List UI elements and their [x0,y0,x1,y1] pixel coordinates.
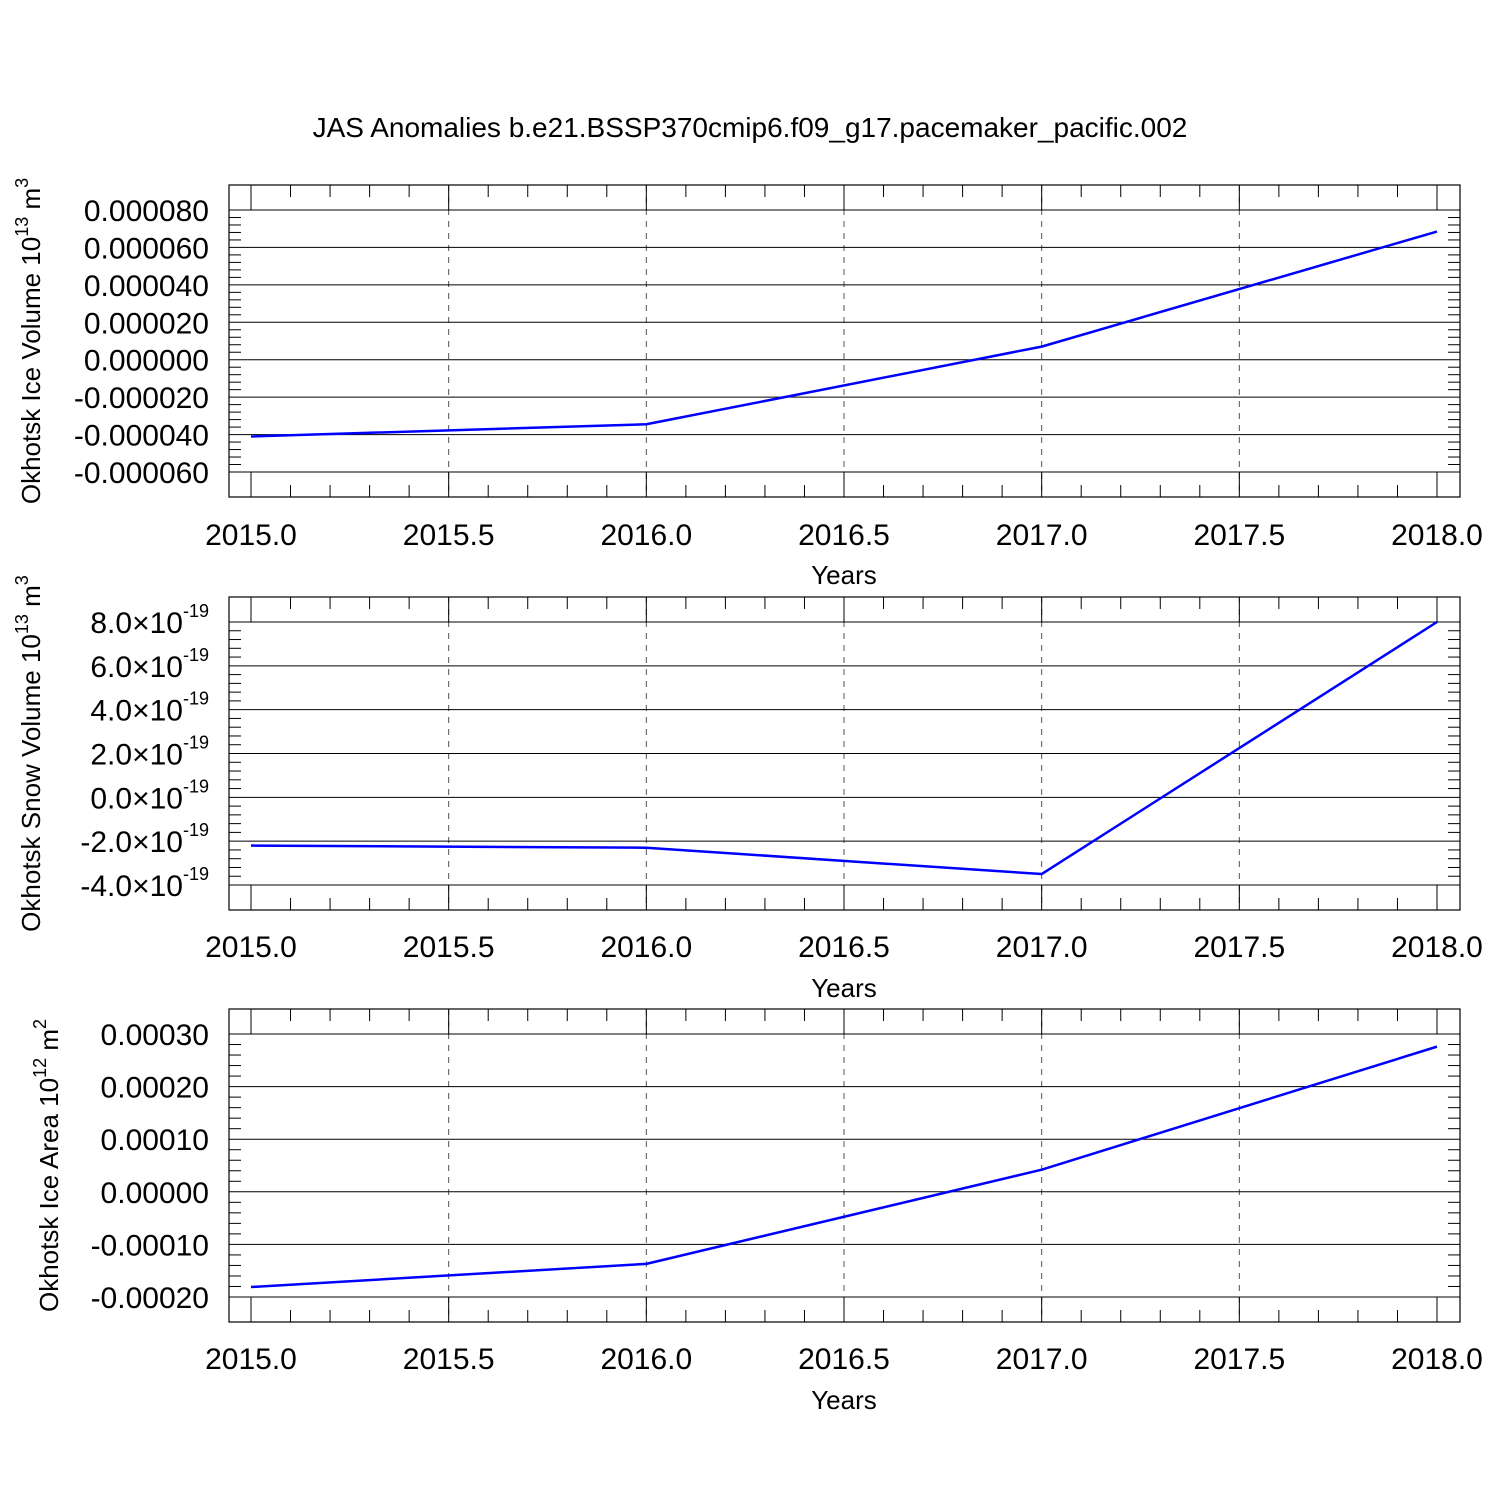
x-tick-label: 2017.5 [1193,931,1285,964]
y-tick-label: -0.000020 [74,382,209,415]
series-line [250,620,1438,876]
x-tick-label: 2015.0 [205,931,297,964]
y-tick-label: -0.00020 [91,1282,209,1315]
x-tick-label: 2015.0 [205,519,297,552]
x-axis-label: Years [811,1385,877,1415]
x-tick-label: 2016.0 [600,931,692,964]
x-tick-label: 2016.5 [798,931,890,964]
y-tick-label: 6.0×10-19 [90,645,209,684]
y-tick-label: 0.00020 [101,1072,209,1105]
y-tick-label: -0.00010 [91,1229,209,1262]
x-tick-label: 2017.0 [996,931,1088,964]
y-tick-label: -2.0×10-19 [80,820,209,859]
y-tick-label: -4.0×10-19 [80,864,209,903]
x-tick-label: 2015.5 [403,519,495,552]
x-tick-label: 2016.5 [798,519,890,552]
y-tick-label: 0.000080 [84,195,209,228]
y-tick-label: -0.000040 [74,420,209,453]
x-tick-label: 2015.0 [205,1343,297,1376]
y-tick-label: 0.00010 [101,1124,209,1157]
x-tick-label: 2015.5 [403,931,495,964]
x-tick-label: 2016.0 [600,519,692,552]
y-tick-label: 4.0×10-19 [90,689,209,728]
x-tick-label: 2018.0 [1391,519,1483,552]
x-tick-label: 2016.5 [798,1343,890,1376]
x-axis-label: Years [811,560,877,590]
panel-1: 2015.0 2015.5 2016.0 2016.5 2017.0 2017.5 2018… [12,178,1483,590]
y-tick-label: 0.000040 [84,270,209,303]
y-axis-label: Okhotsk Snow Volume 1013 m3 [12,575,46,932]
y-axis-label: Okhotsk Ice Area 1012 m2 [30,1019,64,1312]
x-axis-label: Years [811,973,877,1003]
x-tick-label: 2016.0 [600,1343,692,1376]
y-tick-label: 0.000000 [84,345,209,378]
y-tick-label: -0.000060 [74,457,209,490]
y-tick-label: 0.00000 [101,1177,209,1210]
y-tick-label: 2.0×10-19 [90,733,209,772]
series-line [250,1045,1438,1289]
y-axis-label: Okhotsk Ice Volume 1013 m3 [12,178,46,504]
x-tick-label: 2017.5 [1193,1343,1285,1376]
x-tick-label: 2018.0 [1391,931,1483,964]
x-tick-label: 2017.0 [996,519,1088,552]
y-tick-label: 0.0×10-19 [90,776,209,815]
x-tick-label: 2017.5 [1193,519,1285,552]
x-tick-label: 2018.0 [1391,1343,1483,1376]
panel-2: 2015.0 2015.5 2016.0 2016.5 2017.0 2017.5 2018… [12,575,1483,1003]
y-tick-label: 8.0×10-19 [90,601,209,640]
x-tick-label: 2015.5 [403,1343,495,1376]
series-line [250,230,1438,438]
y-tick-label: 0.000020 [84,307,209,340]
y-tick-label: 0.000060 [84,232,209,265]
x-tick-label: 2017.0 [996,1343,1088,1376]
chart-title: JAS Anomalies b.e21.BSSP370cmip6.f09_g17… [313,112,1188,143]
panel-3: 2015.0 2015.5 2016.0 2016.5 2017.0 2017.5 2018… [30,1008,1483,1415]
y-tick-label: 0.00030 [101,1019,209,1052]
